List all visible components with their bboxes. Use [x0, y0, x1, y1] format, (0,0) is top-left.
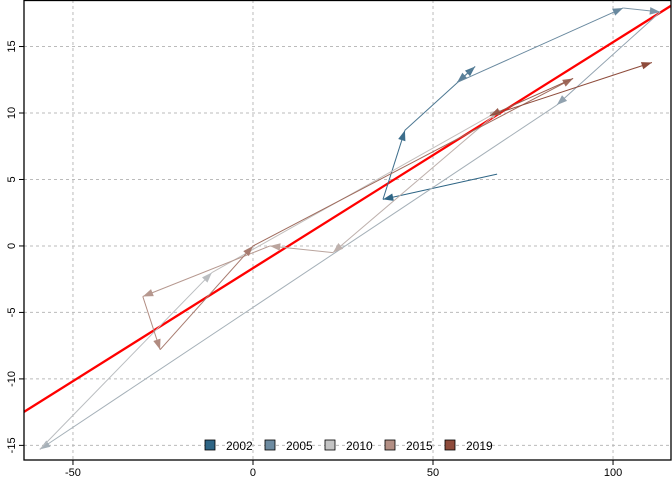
arrow-segment: [211, 109, 501, 273]
legend-swatch: [264, 439, 276, 451]
arrowhead: [562, 78, 574, 87]
x-tick-label: 100: [604, 467, 622, 479]
arrowhead: [382, 193, 394, 201]
y-tick-label: 5: [6, 176, 18, 182]
arrow-segment: [332, 109, 501, 253]
x-tick-label: 50: [427, 467, 439, 479]
arrow-path: [39, 7, 661, 450]
arrow-segment: [556, 11, 661, 106]
arrow-segment: [39, 272, 213, 450]
y-tick-label: -10: [6, 371, 18, 387]
legend-swatch: [324, 439, 336, 451]
x-axis: -50 0 50 100: [65, 460, 622, 479]
arrow-segment: [159, 245, 254, 350]
arrow-segment: [252, 77, 574, 247]
legend: 2002 2005 2010 2015 2019: [204, 439, 493, 453]
arrowhead: [202, 272, 212, 283]
arrowhead: [398, 130, 406, 142]
legend-swatch: [444, 439, 456, 451]
arrowhead: [243, 245, 253, 257]
arrowhead: [612, 7, 624, 16]
arrow-segment: [39, 104, 558, 450]
y-tick-label: -15: [6, 437, 18, 453]
regression-line: [23, 4, 672, 413]
fit-line-group: [23, 4, 672, 413]
legend-swatch: [204, 439, 216, 451]
arrowhead: [142, 289, 154, 297]
legend-label: 2005: [286, 439, 313, 453]
legend-label: 2015: [406, 439, 433, 453]
x-tick-label: -50: [65, 467, 81, 479]
legend-label: 2019: [466, 439, 493, 453]
legend-label: 2010: [346, 439, 373, 453]
arrow-segment: [142, 245, 271, 297]
y-tick-label: 10: [6, 107, 18, 119]
arrowhead: [457, 72, 468, 83]
arrowhead: [556, 95, 568, 106]
arrow-segment: [489, 62, 653, 117]
legend-swatch: [384, 439, 396, 451]
y-tick-label: 0: [6, 243, 18, 249]
arrowhead: [153, 338, 161, 350]
arrow-segment: [382, 173, 498, 200]
arrowhead: [649, 7, 661, 15]
arrowhead: [640, 62, 652, 70]
arrow-segment: [269, 245, 333, 254]
y-tick-label: -5: [6, 308, 18, 318]
arrow-segment: [456, 7, 624, 83]
grid: [24, 0, 671, 460]
legend-label: 2002: [226, 439, 253, 453]
arrowhead: [332, 243, 344, 253]
x-tick-label: 0: [250, 467, 256, 479]
y-tick-label: 15: [6, 40, 18, 52]
arrowhead: [489, 108, 501, 116]
arrow-segment: [489, 77, 574, 117]
y-axis: -15 -10 -5 0 5 10 15: [6, 40, 24, 453]
arrowhead: [269, 243, 281, 251]
arrow-segment: [382, 130, 406, 200]
plot-frame: [23, 0, 672, 461]
